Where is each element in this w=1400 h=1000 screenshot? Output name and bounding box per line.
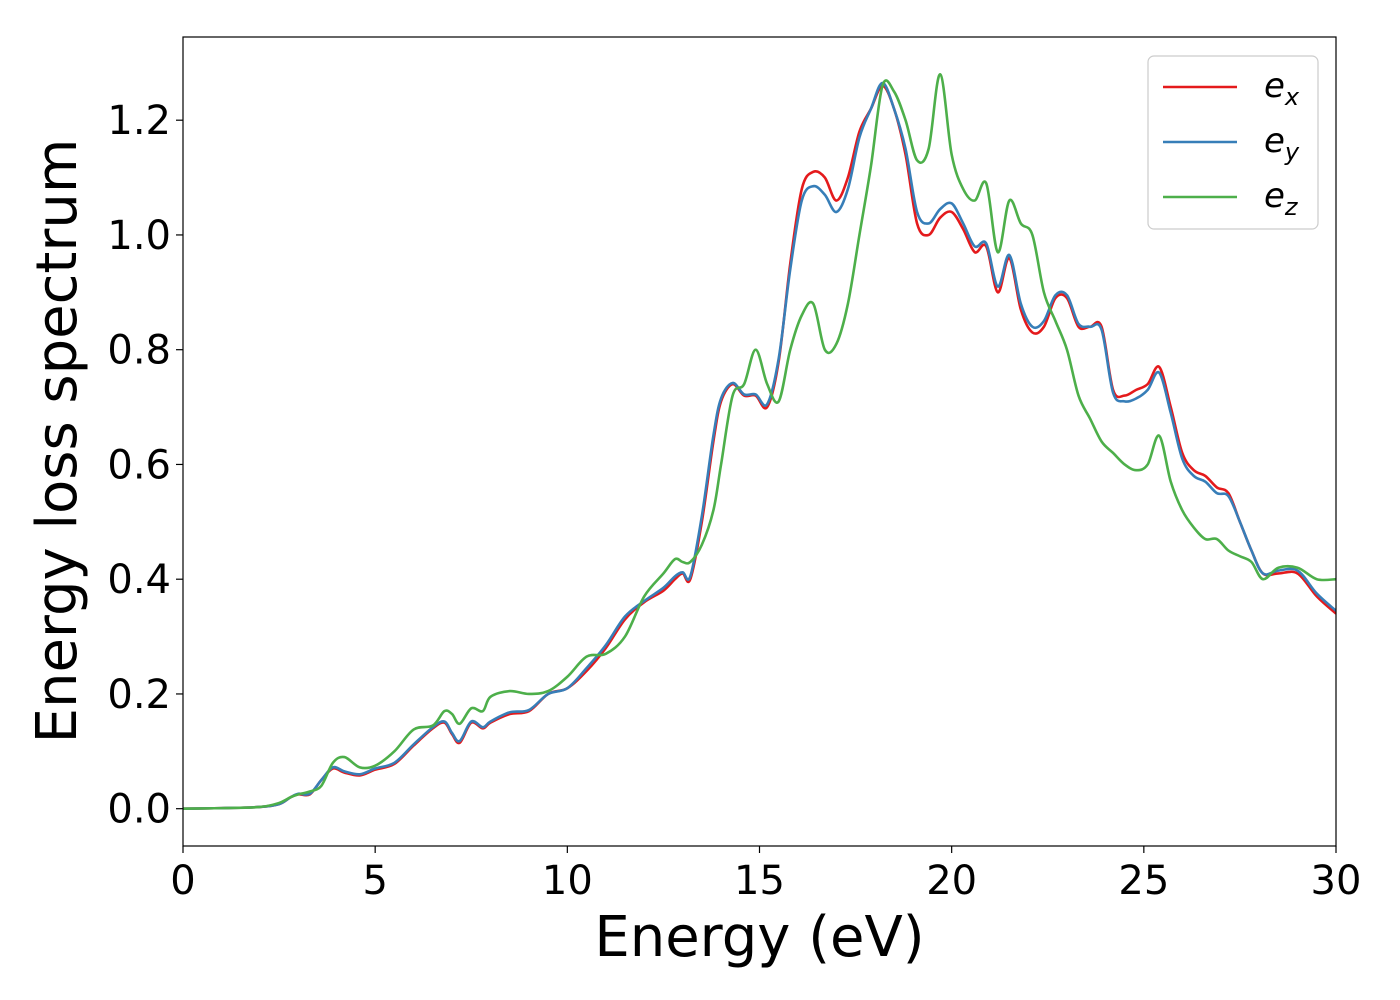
x-tick-label: 15 [734, 858, 785, 904]
series-layer [183, 72, 1336, 811]
x-tick-label: 30 [1311, 858, 1362, 904]
x-tick-label: 5 [362, 858, 387, 904]
x-axis: 0 5 10 15 20 25 30 [170, 846, 1361, 904]
y-tick-label: 0.4 [107, 557, 171, 603]
y-tick-label: 0.8 [107, 328, 171, 374]
x-axis-title: Energy (eV) [594, 905, 924, 970]
legend-label-y: ey [1264, 121, 1300, 166]
series-line-z [183, 72, 1336, 811]
legend: ex ey ez [1147, 55, 1319, 230]
y-axis-title: Energy loss spectrum [25, 139, 90, 744]
y-tick-label: 0.2 [107, 672, 171, 718]
y-tick-label: 1.2 [107, 98, 171, 144]
y-tick-label: 0.6 [107, 442, 171, 488]
x-tick-label: 25 [1118, 858, 1169, 904]
y-tick-label: 0.0 [107, 787, 171, 833]
legend-label-z: ez [1264, 176, 1299, 221]
y-tick-label: 1.0 [107, 213, 171, 259]
plot-area [183, 37, 1336, 846]
x-tick-label: 0 [170, 858, 195, 904]
x-tick-label: 10 [542, 858, 593, 904]
legend-label-x: ex [1264, 66, 1300, 111]
x-tick-label: 20 [926, 858, 977, 904]
y-axis: 0.0 0.2 0.4 0.6 0.8 1.0 1.2 [107, 98, 183, 833]
series-line-y [183, 81, 1336, 811]
